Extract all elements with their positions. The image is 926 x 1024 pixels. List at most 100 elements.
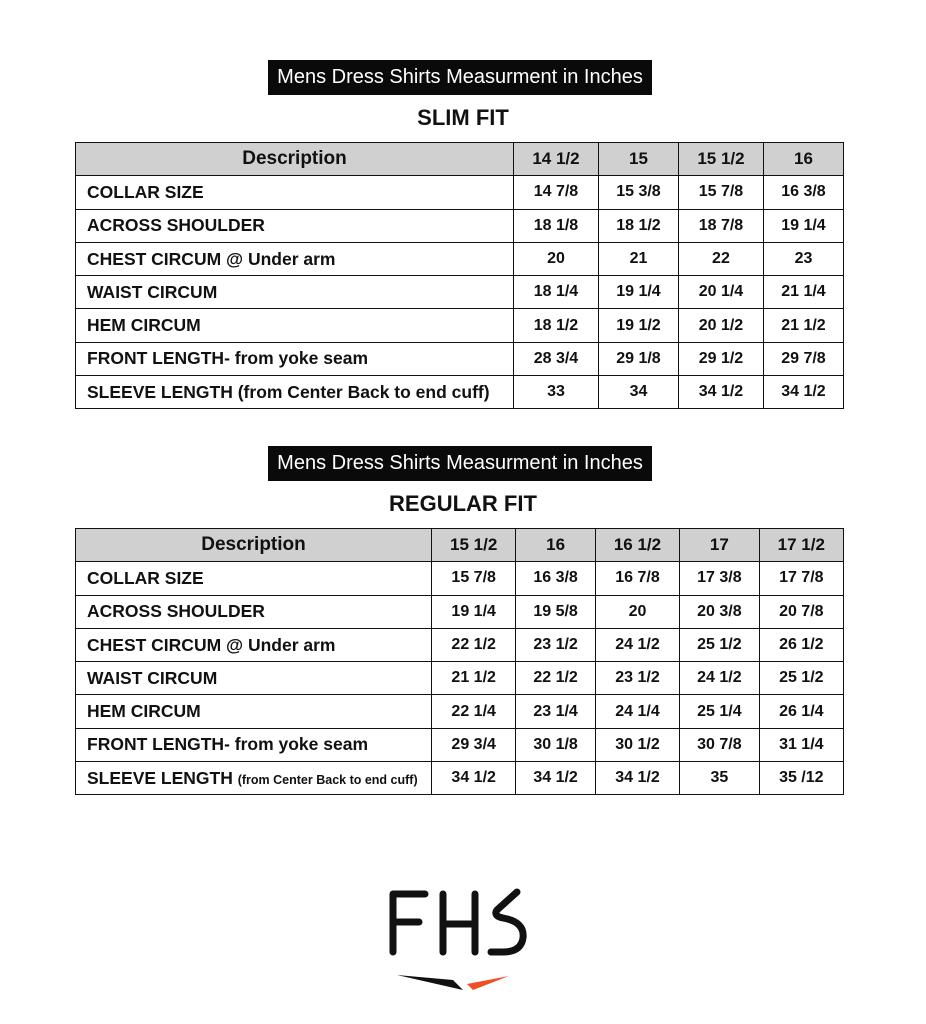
slim-banner: Mens Dress Shirts Measurment in Inches xyxy=(268,60,652,95)
measurement-value: 22 1/2 xyxy=(515,661,596,696)
measurement-value: 16 7/8 xyxy=(594,561,681,596)
measurement-value: 29 1/2 xyxy=(677,341,764,377)
size-header: 17 1/2 xyxy=(758,527,845,563)
label-text: HEM CIRCUM xyxy=(87,701,201,722)
measurement-value: 20 3/8 xyxy=(679,594,760,629)
measurement-value: 26 1/2 xyxy=(758,627,845,663)
label-note: (from Center Back to end cuff) xyxy=(237,381,490,402)
measurement-value: 20 xyxy=(513,241,599,277)
measurement-value: 24 1/4 xyxy=(594,694,681,729)
measurement-value: 25 1/4 xyxy=(679,694,760,729)
measurement-value: 24 1/2 xyxy=(594,627,681,663)
measurement-value: 29 1/8 xyxy=(597,341,679,377)
measurement-value: 35 xyxy=(679,761,760,796)
table-row: SLEEVE LENGTH (from Center Back to end c… xyxy=(75,761,845,796)
measurement-value: 30 7/8 xyxy=(679,727,760,763)
measurement-label: CHEST CIRCUM @ Under arm xyxy=(75,627,432,663)
measurement-label: COLLAR SIZE xyxy=(75,175,514,210)
measurement-value: 34 1/2 xyxy=(594,761,681,796)
measurement-value: 26 1/4 xyxy=(758,694,845,729)
size-header: 16 xyxy=(515,527,596,563)
label-text: SLEEVE LENGTH xyxy=(87,381,233,402)
measurement-value: 23 1/2 xyxy=(515,627,596,663)
measurement-value: 17 3/8 xyxy=(679,561,760,596)
description-header: Description xyxy=(75,527,432,563)
label-text: CHEST CIRCUM @ Under arm xyxy=(87,248,336,269)
label-text: CHEST CIRCUM @ Under arm xyxy=(87,634,336,655)
measurement-label: WAIST CIRCUM xyxy=(75,661,432,696)
measurement-value: 18 1/2 xyxy=(597,208,679,243)
label-text: COLLAR SIZE xyxy=(87,181,204,202)
measurement-value: 29 3/4 xyxy=(430,727,517,763)
measurement-label: ACROSS SHOULDER xyxy=(75,594,432,629)
slim-fit-table: Description 14 1/2 15 15 1/2 16 COLLAR SIZE 14… xyxy=(75,141,845,410)
label-text: WAIST CIRCUM xyxy=(87,281,218,302)
table-row: SLEEVE LENGTH (from Center Back to end c… xyxy=(75,375,845,410)
measurement-value: 23 xyxy=(762,241,845,277)
label-text: WAIST CIRCUM xyxy=(87,667,218,688)
measurement-value: 22 1/2 xyxy=(430,627,517,663)
regular-title: REGULAR FIT xyxy=(389,491,537,516)
label-note: (from Center Back to end cuff) xyxy=(237,772,418,787)
measurement-value: 28 3/4 xyxy=(513,341,599,377)
measurement-value: 24 1/2 xyxy=(679,661,760,696)
measurement-value: 18 1/8 xyxy=(513,208,599,243)
table-row: CHEST CIRCUM @ Under arm 20 21 22 23 xyxy=(75,241,845,277)
measurement-label: ACROSS SHOULDER xyxy=(75,208,514,243)
measurement-value: 23 1/4 xyxy=(515,694,596,729)
measurement-value: 19 5/8 xyxy=(515,594,596,629)
measurement-label: SLEEVE LENGTH (from Center Back to end c… xyxy=(75,761,432,796)
measurement-label: CHEST CIRCUM @ Under arm xyxy=(75,241,514,277)
measurement-value: 34 1/2 xyxy=(430,761,517,796)
slim-title: SLIM FIT xyxy=(417,105,509,130)
measurement-value: 20 xyxy=(594,594,681,629)
size-header: 16 xyxy=(762,141,845,177)
measurement-label: COLLAR SIZE xyxy=(75,561,432,596)
measurement-value: 34 1/2 xyxy=(762,375,845,410)
measurement-value: 16 3/8 xyxy=(515,561,596,596)
measurement-value: 22 1/4 xyxy=(430,694,517,729)
measurement-label: HEM CIRCUM xyxy=(75,694,432,729)
table-row: HEM CIRCUM 22 1/4 23 1/4 24 1/4 25 1/4 26 1/4 xyxy=(75,694,845,729)
measurement-value: 33 xyxy=(513,375,599,410)
table-row: WAIST CIRCUM 21 1/2 22 1/2 23 1/2 24 1/2 25 1… xyxy=(75,661,845,696)
measurement-value: 23 1/2 xyxy=(594,661,681,696)
table-row: FRONT LENGTH- from yoke seam 28 3/4 29 1/8… xyxy=(75,341,845,377)
table-row: CHEST CIRCUM @ Under arm 22 1/2 23 1/2 24 1… xyxy=(75,627,845,663)
measurement-value: 15 3/8 xyxy=(597,175,679,210)
measurement-value: 19 1/4 xyxy=(597,275,679,310)
measurement-value: 29 7/8 xyxy=(762,341,845,377)
measurement-value: 34 1/2 xyxy=(677,375,764,410)
measurement-value: 18 1/2 xyxy=(513,308,599,343)
label-text: SLEEVE LENGTH xyxy=(87,767,233,788)
label-text: COLLAR SIZE xyxy=(87,567,204,588)
label-text: ACROSS SHOULDER xyxy=(87,601,265,622)
measurement-value: 17 7/8 xyxy=(758,561,845,596)
measurement-value: 34 xyxy=(597,375,679,410)
header-row: Description 14 1/2 15 15 1/2 16 xyxy=(75,141,845,177)
measurement-value: 20 1/4 xyxy=(677,275,764,310)
measurement-value: 21 xyxy=(597,241,679,277)
description-header: Description xyxy=(75,141,514,177)
fhs-logo xyxy=(389,888,527,990)
label-text: HEM CIRCUM xyxy=(87,315,201,336)
size-header: 15 xyxy=(597,141,679,177)
regular-banner: Mens Dress Shirts Measurment in Inches xyxy=(268,446,652,481)
measurement-label: HEM CIRCUM xyxy=(75,308,514,343)
label-text: ACROSS SHOULDER xyxy=(87,215,265,236)
measurement-value: 35 /12 xyxy=(758,761,845,796)
measurement-value: 20 7/8 xyxy=(758,594,845,629)
measurement-label: FRONT LENGTH- from yoke seam xyxy=(75,341,514,377)
measurement-value: 31 1/4 xyxy=(758,727,845,763)
measurement-value: 21 1/2 xyxy=(430,661,517,696)
measurement-value: 16 3/8 xyxy=(762,175,845,210)
measurement-value: 25 1/2 xyxy=(758,661,845,696)
label-text: FRONT LENGTH- from yoke seam xyxy=(87,348,369,369)
measurement-label: WAIST CIRCUM xyxy=(75,275,514,310)
table-row: COLLAR SIZE 15 7/8 16 3/8 16 7/8 17 3/8 17 7/… xyxy=(75,561,845,596)
table-row: ACROSS SHOULDER 19 1/4 19 5/8 20 20 3/8 20 7/… xyxy=(75,594,845,629)
measurement-value: 14 7/8 xyxy=(513,175,599,210)
measurement-value: 15 7/8 xyxy=(430,561,517,596)
measurement-value: 22 xyxy=(677,241,764,277)
table-row: COLLAR SIZE 14 7/8 15 3/8 15 7/8 16 3/8 xyxy=(75,175,845,210)
